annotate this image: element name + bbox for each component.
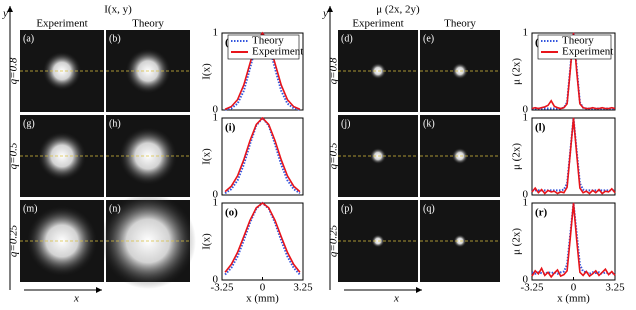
x-axis-title: x (mm): [246, 293, 279, 305]
legend-label: Experiment: [252, 46, 303, 58]
plot-frame: [221, 202, 304, 281]
column-label: Theory: [132, 18, 164, 30]
series-line: [531, 202, 616, 279]
panel-letter: (g): [23, 118, 35, 129]
x-axis-label: x: [73, 293, 79, 305]
y-axis-title: μ (2x): [511, 228, 523, 255]
row-label: q=0.5: [328, 142, 340, 169]
y-axis-title: I(x): [201, 148, 213, 165]
panel-letter: (h): [109, 118, 121, 129]
legend-label: Experiment: [562, 46, 613, 58]
y-axis-label: y: [2, 8, 8, 20]
panel-letter: (r): [535, 207, 548, 219]
y-axis-title: μ (2x): [511, 58, 523, 85]
y-axis-title: I(x): [201, 63, 213, 80]
series-line: [531, 117, 616, 195]
row-label: q=0.8: [328, 57, 340, 84]
panel-letter: (l): [535, 122, 546, 134]
panel-letter: (j): [341, 118, 350, 129]
y-tick-label: 1: [523, 197, 529, 209]
y-tick-label: 1: [523, 112, 529, 124]
series-line: [531, 32, 616, 110]
row-label: q=0.5: [8, 142, 20, 169]
plot-frame: [531, 202, 616, 281]
y-tick-label: 1: [213, 27, 219, 39]
y-tick-label: 0: [523, 189, 529, 201]
x-tick-label: -3.25: [521, 282, 544, 294]
panel-letter: (n): [109, 203, 121, 214]
y-tick-label: 0: [523, 104, 529, 116]
y-tick-label: 0: [213, 104, 219, 116]
column-label: Theory: [444, 18, 476, 30]
y-tick-label: 1: [213, 112, 219, 124]
x-tick-label: -3.25: [211, 282, 234, 294]
panel-letter: (a): [23, 33, 34, 44]
series-line: [224, 201, 301, 273]
legend-box: [537, 34, 612, 60]
group-title: I(x, y): [104, 4, 132, 16]
x-tick-label: 0: [260, 282, 266, 294]
x-axis-label: x: [393, 293, 399, 305]
y-tick-label: 1: [523, 27, 529, 39]
x-tick-label: 3.25: [293, 282, 313, 294]
y-tick-label: 0: [523, 274, 529, 286]
y-axis-label: y: [322, 8, 328, 20]
y-tick-label: 1: [213, 197, 219, 209]
panel-letter: (p): [341, 203, 353, 214]
x-tick-label: 0: [571, 282, 577, 294]
series-line: [532, 117, 615, 192]
panel-letter: (d): [341, 33, 353, 44]
series-line: [224, 116, 301, 193]
legend-label: Theory: [252, 35, 284, 47]
y-axis-title: I(x): [201, 233, 213, 250]
y-tick-label: 0: [213, 189, 219, 201]
plot-frame: [531, 117, 616, 196]
series-line: [224, 31, 301, 110]
series-line: [224, 116, 301, 195]
panel-letter: (m): [23, 203, 37, 214]
panel-letter: (b): [109, 33, 121, 44]
legend-box: [227, 34, 300, 60]
x-tick-label: 3.25: [605, 282, 625, 294]
x-axis-title: x (mm): [557, 293, 590, 305]
panel-letter: (e): [423, 33, 434, 44]
panel-letter: (o): [225, 207, 238, 219]
y-axis-title: μ (2x): [511, 143, 523, 170]
panel-letter: (k): [423, 118, 435, 129]
row-label: q=0.25: [328, 224, 340, 257]
row-label: q=0.25: [8, 224, 20, 257]
panel-letter: (q): [423, 203, 435, 214]
row-label: q=0.8: [8, 57, 20, 84]
panel-letter: (i): [225, 122, 236, 134]
column-label: Experiment: [352, 18, 403, 30]
legend-label: Theory: [562, 35, 594, 47]
y-tick-label: 0: [213, 274, 219, 286]
column-label: Experiment: [36, 18, 87, 30]
group-title: μ (2x, 2y): [376, 4, 420, 16]
